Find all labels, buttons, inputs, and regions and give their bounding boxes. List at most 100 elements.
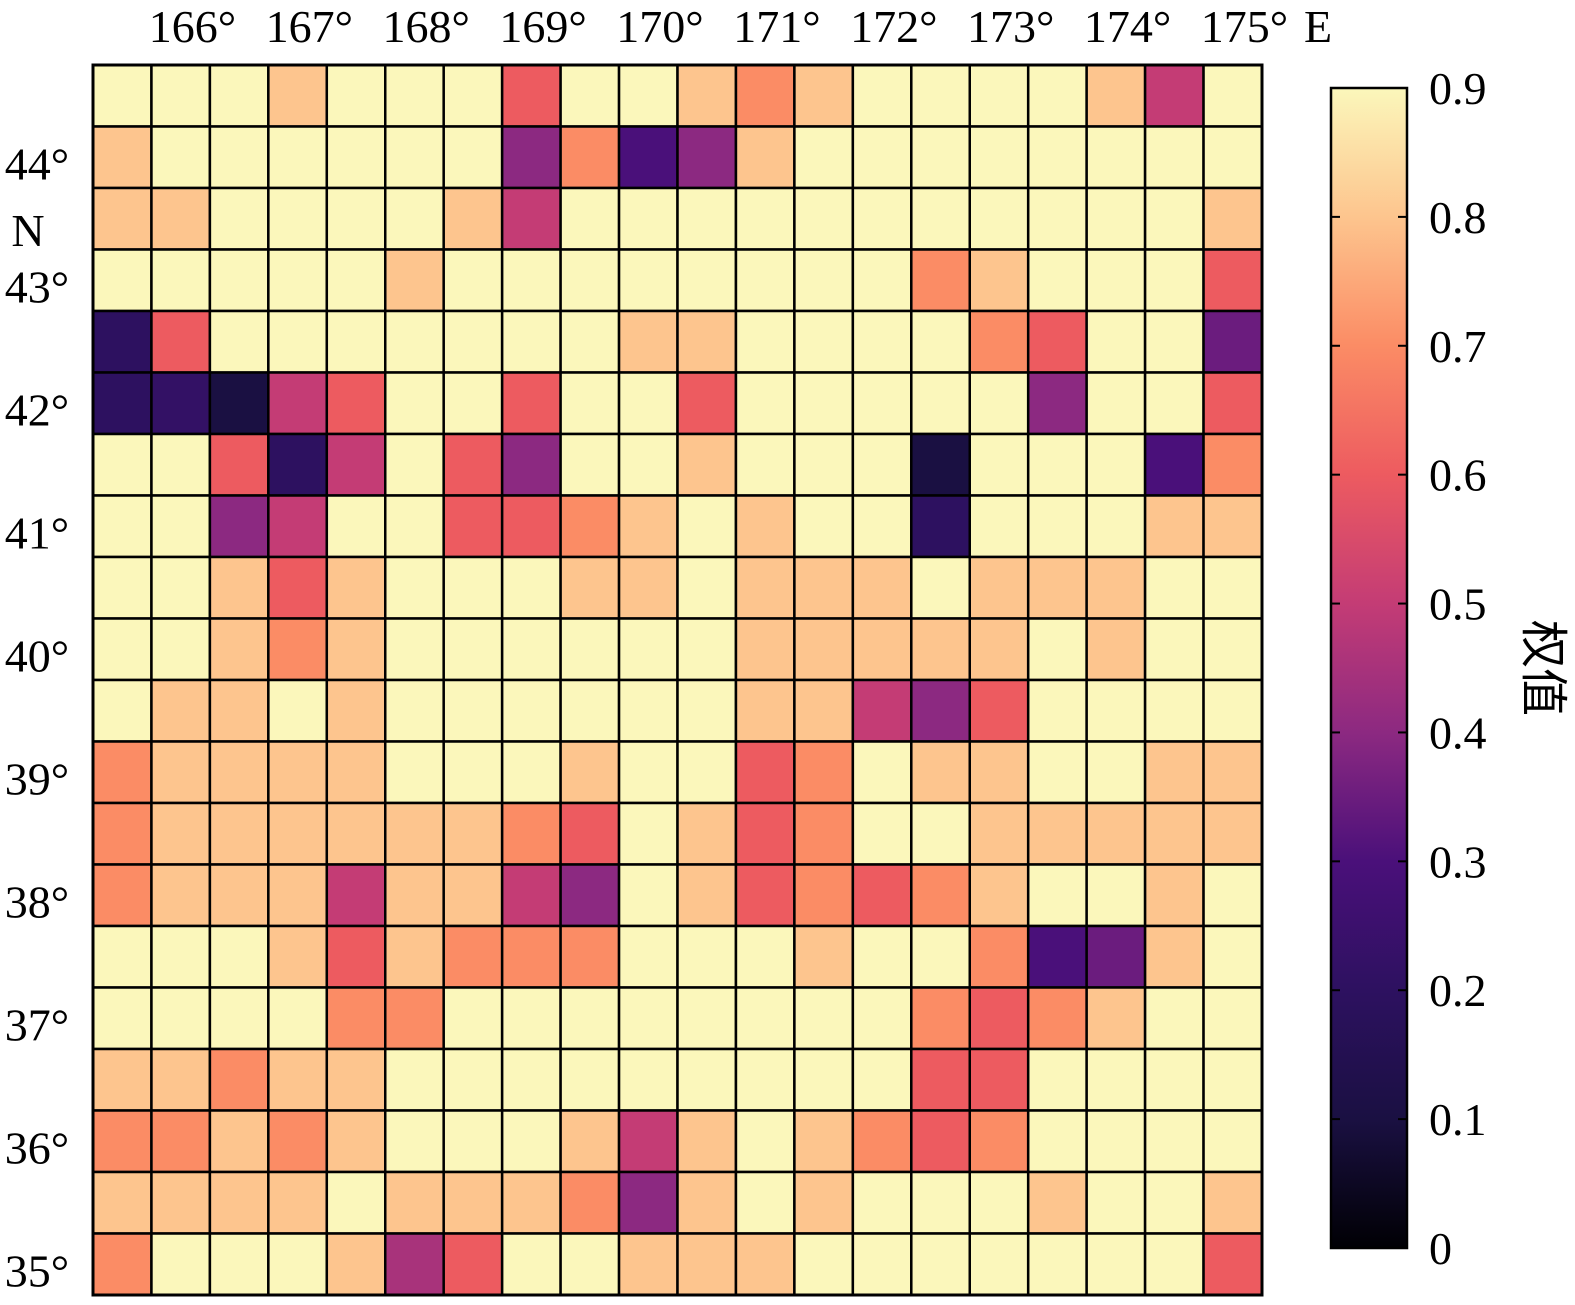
colorbar-tick-label: 0.8	[1429, 192, 1487, 243]
heatmap-cell	[910, 186, 971, 251]
heatmap-cell	[1085, 248, 1147, 313]
heatmap-cell	[384, 186, 445, 251]
heatmap-cell	[734, 248, 796, 313]
heatmap-cell	[1143, 432, 1205, 497]
heatmap-cell	[851, 863, 913, 928]
heatmap-cell	[384, 1170, 445, 1235]
heatmap-cell	[676, 371, 738, 436]
heatmap-cell	[150, 863, 212, 928]
heatmap-cell	[793, 494, 855, 559]
heatmap-cell	[968, 125, 1030, 190]
heatmap-cell	[559, 1109, 621, 1174]
heatmap-cell	[851, 248, 913, 313]
heatmap-cell	[676, 617, 738, 682]
heatmap-cell	[442, 371, 504, 436]
heatmap-cell	[208, 1170, 270, 1235]
heatmap-cell	[676, 801, 738, 866]
heatmap-cell	[267, 309, 329, 374]
heatmap-cell	[500, 309, 562, 374]
heatmap-cell	[1202, 1047, 1264, 1112]
heatmap-cell	[442, 1047, 504, 1112]
heatmap-cell	[617, 432, 679, 497]
x-tick-label: 167°	[266, 1, 353, 52]
plot-frame	[91, 63, 1264, 1297]
x-tick-label: 166°	[149, 1, 236, 52]
heatmap-cell	[793, 555, 855, 620]
heatmap-cell	[91, 371, 153, 436]
heatmap-cell	[150, 1109, 212, 1174]
heatmap-cell	[267, 740, 329, 805]
heatmap-cell	[208, 740, 270, 805]
heatmap-cell	[208, 678, 270, 743]
heatmap-cell	[910, 1047, 971, 1112]
heatmap-cell	[384, 740, 445, 805]
heatmap-cell	[150, 555, 212, 620]
heatmap-cell	[91, 1109, 153, 1174]
heatmap-cell	[1143, 1047, 1205, 1112]
heatmap-cell	[267, 678, 329, 743]
heatmap-cell	[325, 617, 387, 682]
colorbar-tick-label: 0.2	[1429, 965, 1487, 1016]
heatmap-cell	[442, 740, 504, 805]
heatmap-cell	[851, 494, 913, 559]
heatmap-cell	[1202, 678, 1264, 743]
heatmap-cell	[1202, 1170, 1264, 1235]
heatmap-cell	[1202, 248, 1264, 313]
heatmap-cell	[442, 1170, 504, 1235]
heatmap-cell	[676, 248, 738, 313]
heatmap-cell	[968, 63, 1030, 128]
heatmap-cell	[851, 63, 913, 128]
heatmap-cell	[1026, 863, 1088, 928]
y-axis-tick-labels: 44° 43° 42° 41° 40° 39° 38° 37° 36° 35°	[5, 138, 69, 1296]
heatmap-cell	[1202, 801, 1264, 866]
heatmap-cell	[442, 863, 504, 928]
heatmap-cell	[1026, 494, 1088, 559]
heatmap-cell	[208, 186, 270, 251]
heatmap-cell	[1202, 863, 1264, 928]
heatmap-cell	[617, 125, 679, 190]
heatmap-cell	[968, 371, 1030, 436]
heatmap-cell	[676, 986, 738, 1051]
heatmap-cell	[384, 248, 445, 313]
heatmap-cell	[1085, 924, 1147, 989]
heatmap-cell	[442, 555, 504, 620]
heatmap-cell	[500, 801, 562, 866]
heatmap-cell	[500, 863, 562, 928]
heatmap-cell	[325, 1109, 387, 1174]
heatmap-cell	[1143, 309, 1205, 374]
colorbar	[1329, 86, 1409, 1250]
heatmap-cell	[1143, 924, 1205, 989]
heatmap-cell	[1202, 125, 1264, 190]
heatmap-cell	[442, 1109, 504, 1174]
y-tick-label: 41°	[5, 507, 69, 558]
heatmap-cell	[559, 1170, 621, 1235]
heatmap-cell	[1143, 63, 1205, 128]
heatmap-cell	[500, 186, 562, 251]
heatmap-cell	[208, 863, 270, 928]
heatmap-cell	[968, 678, 1030, 743]
heatmap-cell	[267, 1109, 329, 1174]
heatmap-cell	[793, 924, 855, 989]
heatmap-cell	[150, 986, 212, 1051]
heatmap-cell	[1202, 63, 1264, 128]
heatmap-cell	[150, 309, 212, 374]
heatmap-cell	[442, 1232, 504, 1297]
heatmap-cell	[500, 555, 562, 620]
heatmap-cell	[793, 63, 855, 128]
heatmap-cell	[267, 986, 329, 1051]
heatmap-cell	[150, 125, 212, 190]
heatmap-cell	[734, 1232, 796, 1297]
heatmap-cell	[851, 986, 913, 1051]
heatmap-cell	[1085, 801, 1147, 866]
heatmap-cell	[442, 617, 504, 682]
heatmap-cell	[617, 986, 679, 1051]
heatmap-cell	[559, 63, 621, 128]
colorbar-tick-label: 0.6	[1429, 450, 1487, 501]
heatmap-cell	[851, 740, 913, 805]
heatmap-cell	[442, 494, 504, 559]
heatmap-cell	[617, 1109, 679, 1174]
heatmap-cell	[500, 678, 562, 743]
heatmap-cell	[91, 186, 153, 251]
heatmap-cell	[793, 186, 855, 251]
heatmap-cell	[851, 617, 913, 682]
